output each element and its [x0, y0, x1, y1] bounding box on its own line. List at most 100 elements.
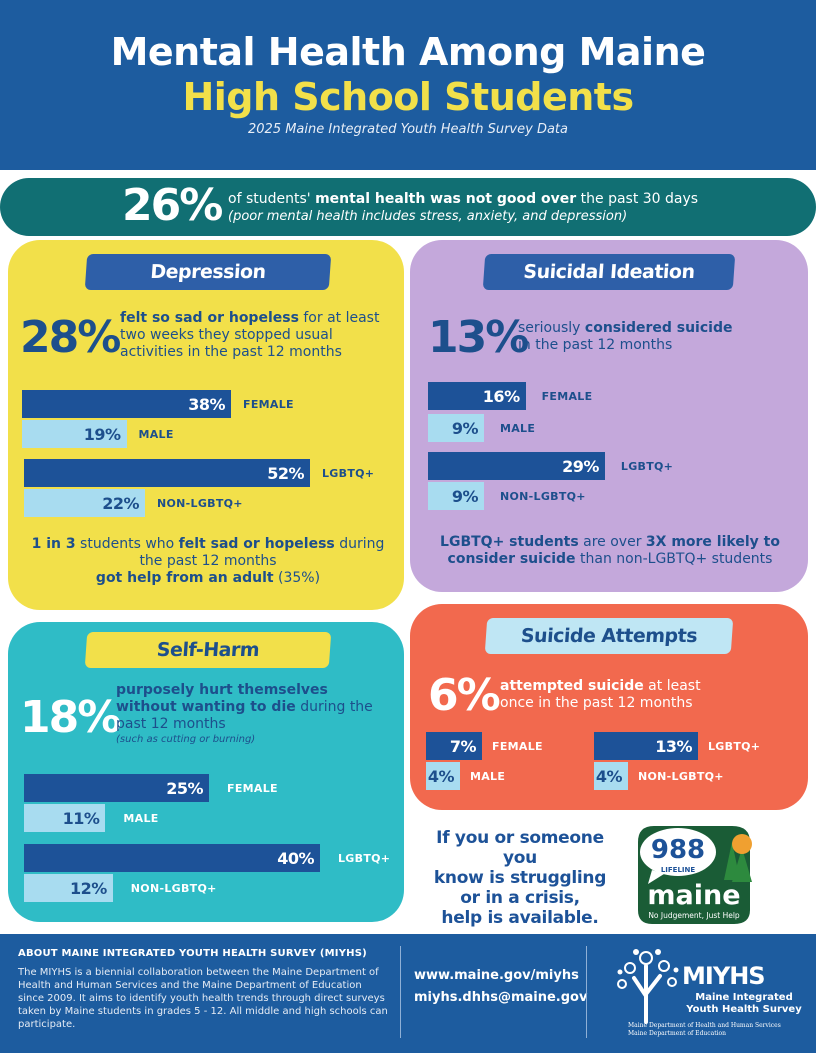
lifeline-tagline: No Judgement, Just Help	[648, 911, 740, 920]
suicidal-note-line2-post: than non-LGBTQ+ students	[575, 551, 773, 567]
attempts-bar-label: MALE	[470, 770, 506, 783]
summary-banner: 26% of students' mental health was not g…	[0, 178, 816, 236]
depression-card: Depression 28% felt so sad or hopeless f…	[8, 240, 404, 610]
footer-email-link[interactable]: miyhs.dhhs@maine.gov	[414, 990, 588, 1005]
suicidal-bar-male: 9%	[428, 414, 484, 442]
depression-bar-lgbtq: 52%	[24, 459, 310, 487]
lifeline-number: 988	[651, 835, 705, 865]
banner-text: of students' mental health was not good …	[228, 191, 698, 207]
depression-percent: 28%	[20, 312, 121, 363]
footer-title: ABOUT MAINE INTEGRATED YOUTH HEALTH SURV…	[18, 948, 367, 959]
attempts-bar-male: 4%	[426, 762, 460, 790]
depression-note-ratio: 1 in 3	[31, 536, 76, 552]
suicidal-note-bold2: 3X more likely to	[645, 534, 780, 550]
suicidal-note-mid: are over	[578, 534, 646, 550]
selfharm-bar-label: LGBTQ+	[338, 852, 391, 865]
suicidal-desc-bold: considered suicide	[584, 320, 733, 336]
suicidal-bar-value: 16%	[482, 386, 520, 406]
banner-note: (poor mental health includes stress, anx…	[228, 209, 628, 224]
self-harm-desc-line2-bold: without wanting to die	[116, 699, 296, 715]
depression-note: 1 in 3 students who felt sad or hopeless…	[22, 536, 394, 587]
depression-desc-line3: activities in the past 12 months	[120, 344, 342, 360]
depression-bar-female: 38%	[22, 390, 231, 418]
self-harm-desc-line1: purposely hurt themselves	[116, 682, 328, 698]
suicidal-bar-female: 16%	[428, 382, 526, 410]
help-line-2: know is struggling	[433, 868, 607, 888]
selfharm-bar-non-lgbtq: 12%	[24, 874, 113, 902]
attempts-bar-label: NON-LGBTQ+	[638, 770, 724, 783]
selfharm-bar-female: 25%	[24, 774, 209, 802]
banner-percent: 26%	[122, 180, 223, 231]
suicidal-note: LGBTQ+ students are over 3X more likely …	[424, 534, 796, 568]
footer-website-link[interactable]: www.maine.gov/miyhs	[414, 968, 579, 983]
depression-note-line3-bold: got help from an adult	[95, 570, 274, 586]
depression-bar-value: 19%	[83, 424, 121, 444]
suicidal-desc-pre: seriously	[518, 320, 585, 336]
depression-bar-label: LGBTQ+	[322, 467, 375, 480]
attempts-bar-female: 7%	[426, 732, 482, 760]
suicidal-bar-value: 9%	[451, 486, 479, 506]
help-message: If you or someone you know is struggling…	[425, 828, 615, 928]
self-harm-description: purposely hurt themselves without wantin…	[116, 682, 400, 733]
suicidal-description: seriously considered suicide in the past…	[518, 320, 798, 354]
depression-bar-non-lgbtq: 22%	[24, 489, 145, 517]
depression-desc-line2: two weeks they stopped usual	[120, 327, 333, 343]
miyhs-dept-1: Maine Department of Health and Human Ser…	[628, 1022, 781, 1029]
depression-bar-male: 19%	[22, 420, 127, 448]
988-lifeline-maine-logo: 988 LIFELINE maine No Judgement, Just He…	[638, 826, 752, 924]
suicidal-bar-label: MALE	[500, 422, 536, 435]
footer: ABOUT MAINE INTEGRATED YOUTH HEALTH SURV…	[0, 934, 816, 1053]
suicidal-bar-non-lgbtq: 9%	[428, 482, 484, 510]
miyhs-logo-sub2: Youth Health Survey	[686, 1004, 802, 1015]
attempts-desc-line2: once in the past 12 months	[500, 695, 693, 711]
depression-desc-rest: for at least	[298, 310, 380, 326]
depression-bar-value: 38%	[188, 394, 225, 414]
suicidal-note-bold1: LGBTQ+ students	[440, 534, 579, 550]
suicidal-bar-lgbtq: 29%	[428, 452, 605, 480]
miyhs-dept-2: Maine Department of Education	[628, 1030, 727, 1037]
footer-body: The MIYHS is a biennial collaboration be…	[18, 967, 388, 1030]
banner-text-bold: mental health was not good over	[315, 191, 577, 207]
suicidal-note-line2-bold: consider suicide	[447, 551, 576, 567]
attempts-bar-label: FEMALE	[492, 740, 543, 753]
footer-divider-right	[586, 946, 587, 1038]
depression-description: felt so sad or hopeless for at least two…	[120, 310, 400, 361]
help-line-4: help is available.	[441, 908, 599, 928]
depression-note-post: during	[334, 536, 385, 552]
lifeline-label: LIFELINE	[661, 866, 696, 874]
depression-bar-label: MALE	[138, 428, 174, 441]
lifeline-state: maine	[647, 880, 740, 911]
self-harm-desc-note: (such as cutting or burning)	[116, 734, 256, 745]
suicidal-heading: Suicidal Ideation	[482, 254, 736, 290]
miyhs-tree-icon	[617, 949, 679, 1024]
self-harm-percent: 18%	[20, 692, 121, 743]
attempts-bar-value: 4%	[595, 766, 623, 786]
attempts-percent: 6%	[428, 670, 501, 721]
suicidal-percent: 13%	[428, 312, 529, 363]
depression-bar-label: FEMALE	[243, 398, 294, 411]
attempts-bar-value: 4%	[427, 766, 455, 786]
miyhs-logo-sub1: Maine Integrated	[695, 992, 793, 1003]
title-line-1: Mental Health Among Maine	[110, 30, 706, 74]
attempts-bar-label: LGBTQ+	[708, 740, 761, 753]
selfharm-bar-value: 25%	[166, 778, 203, 798]
self-harm-heading: Self-Harm	[84, 632, 332, 668]
depression-bar-label: NON-LGBTQ+	[157, 497, 243, 510]
attempts-bar-non-lgbtq: 4%	[594, 762, 628, 790]
attempts-bar-lgbtq: 13%	[594, 732, 698, 760]
selfharm-bar-value: 12%	[70, 878, 107, 898]
miyhs-logo-name: MIYHS	[682, 962, 766, 990]
attempts-heading: Suicide Attempts	[484, 618, 734, 654]
self-harm-desc-line3: past 12 months	[116, 716, 226, 732]
selfharm-bar-label: FEMALE	[227, 782, 278, 795]
selfharm-bar-male: 11%	[24, 804, 106, 832]
depression-note-mid: students who	[75, 536, 179, 552]
attempts-desc-rest: at least	[643, 678, 701, 694]
depression-note-line3-post: (35%)	[273, 570, 321, 586]
attempts-bar-value: 13%	[655, 736, 692, 756]
depression-heading: Depression	[84, 254, 332, 290]
suicidal-ideation-card: Suicidal Ideation 13% seriously consider…	[410, 240, 808, 592]
depression-note-line2: the past 12 months	[139, 553, 277, 569]
selfharm-bar-value: 11%	[62, 808, 100, 828]
selfharm-bar-label: NON-LGBTQ+	[130, 882, 217, 895]
